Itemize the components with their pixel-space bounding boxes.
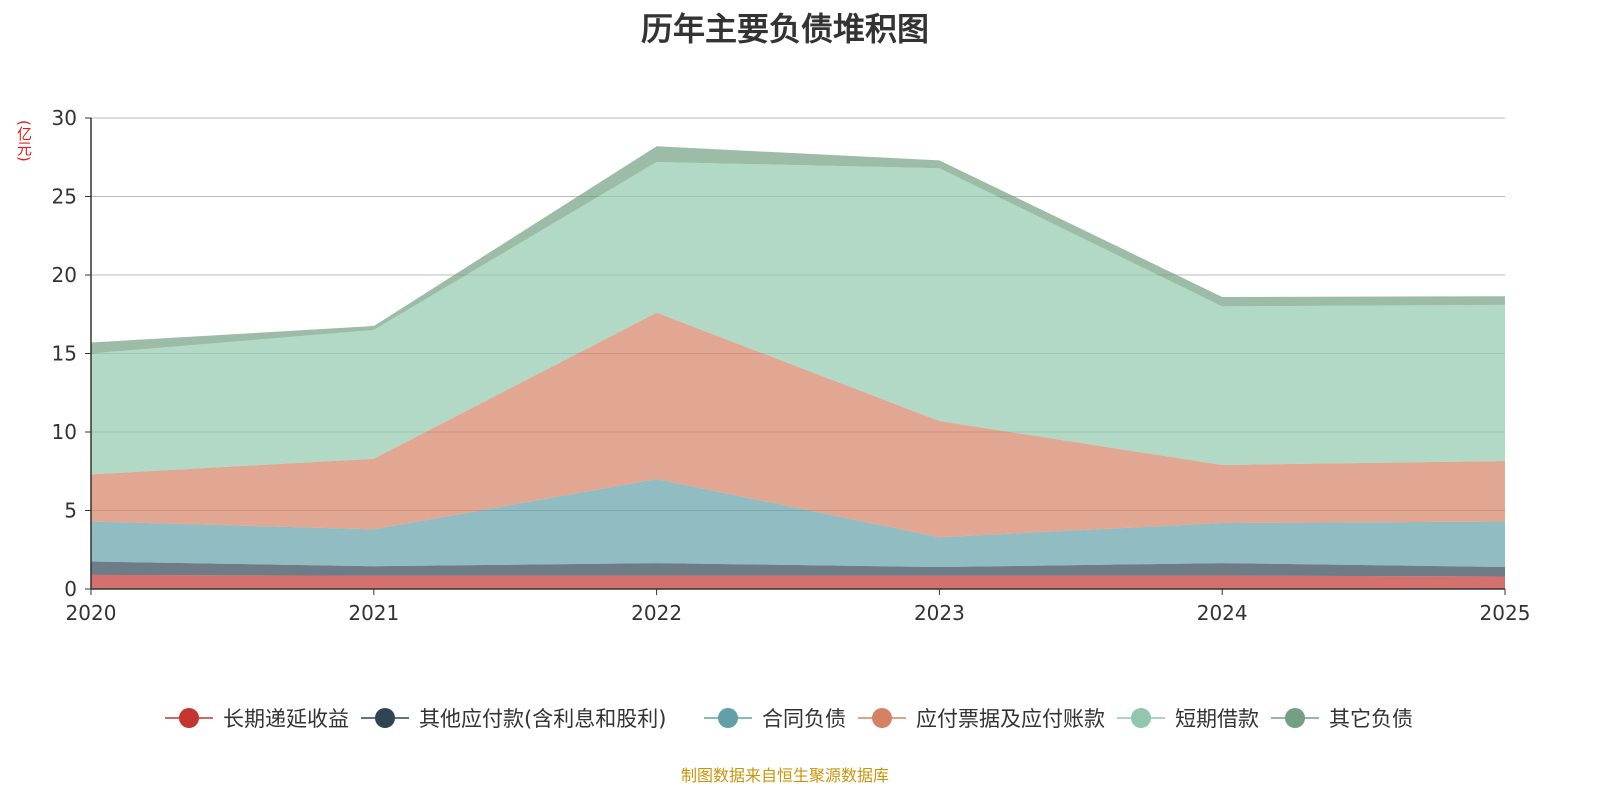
y-tick-label: 30 — [52, 106, 77, 130]
legend-item-5[interactable]: 其它负债 — [1271, 707, 1413, 731]
legend-label: 短期借款 — [1175, 707, 1259, 731]
x-tick-label: 2023 — [914, 601, 965, 625]
legend-label: 其他应付款(含利息和股利) — [419, 707, 666, 731]
legend-label: 其它负债 — [1329, 707, 1413, 731]
area-series-3 — [91, 312, 1505, 538]
legend-marker-icon — [179, 708, 199, 728]
y-tick-label: 15 — [52, 342, 77, 366]
legend-marker-icon — [872, 708, 892, 728]
legend-label: 长期递延收益 — [223, 707, 349, 731]
x-tick-label: 2022 — [631, 601, 682, 625]
legend-marker-icon — [718, 708, 738, 728]
area-series-0 — [91, 574, 1505, 589]
legend-item-3[interactable]: 应付票据及应付账款 — [858, 707, 1105, 731]
legend-item-4[interactable]: 短期借款 — [1117, 707, 1259, 731]
x-tick-label: 2021 — [348, 601, 399, 625]
x-tick-label: 2024 — [1197, 601, 1248, 625]
y-tick-label: 25 — [52, 185, 77, 209]
x-tick-label: 2020 — [66, 601, 117, 625]
area-series-1 — [91, 561, 1505, 577]
y-tick-label: 5 — [64, 499, 77, 523]
legend-item-0[interactable]: 长期递延收益 — [165, 707, 349, 731]
legend-item-2[interactable]: 合同负债 — [704, 707, 846, 731]
x-tick-label: 2025 — [1480, 601, 1531, 625]
chart-title: 历年主要负债堆积图 — [640, 10, 929, 48]
legend-marker-icon — [1131, 708, 1151, 728]
legend-marker-icon — [375, 708, 395, 728]
y-axis-unit-label: (亿元) — [15, 120, 33, 162]
legend-item-1[interactable]: 其他应付款(含利息和股利) — [361, 707, 666, 731]
data-source-footer: 制图数据来自恒生聚源数据库 — [680, 766, 889, 785]
legend-label: 合同负债 — [762, 707, 846, 731]
legend-marker-icon — [1285, 708, 1305, 728]
y-tick-label: 20 — [52, 263, 77, 287]
legend-label: 应付票据及应付账款 — [916, 707, 1105, 731]
y-tick-label: 0 — [64, 577, 77, 601]
area-series-4 — [91, 161, 1505, 475]
area-series-2 — [91, 479, 1505, 568]
y-tick-label: 10 — [52, 420, 77, 444]
